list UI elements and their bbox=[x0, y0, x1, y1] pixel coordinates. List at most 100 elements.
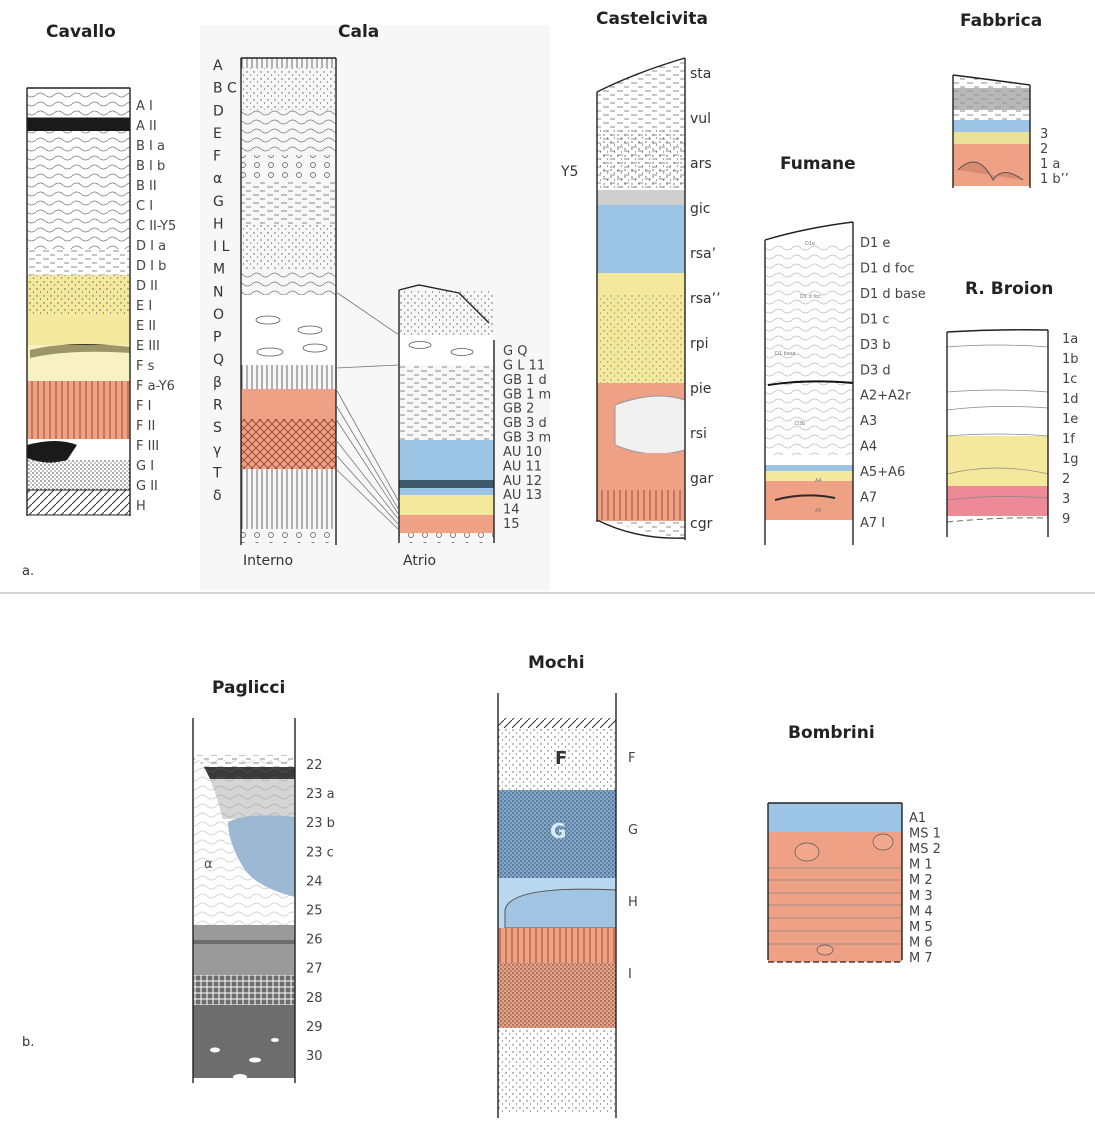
broion-section: R. Broion 1a 1b 1c 1d 1e 1f 1g 2 3 9 bbox=[946, 279, 1079, 537]
fumane-layer-label: A7 bbox=[860, 491, 877, 506]
fumane-title: Fumane bbox=[780, 154, 856, 174]
cala-atrio-layer-label: GB 2 bbox=[503, 402, 534, 417]
cala-atrio-layer-label: GB 3 m bbox=[503, 431, 551, 446]
fumane-layer-label: D1 d foc bbox=[860, 262, 914, 277]
cavallo-layer-label: E I bbox=[136, 299, 152, 314]
broion-layer-label: 1e bbox=[1062, 412, 1078, 427]
cavallo-layer-label: F s bbox=[136, 359, 155, 374]
cavallo-layer-label: B I b bbox=[136, 159, 165, 174]
broion-layer-label: 1g bbox=[1062, 452, 1079, 467]
fumane-layer-label: D1 d base bbox=[860, 287, 926, 302]
broion-layer-label: 2 bbox=[1062, 472, 1070, 487]
mochi-title: Mochi bbox=[528, 653, 585, 673]
castelcivita-layer-label: rsi bbox=[690, 426, 707, 442]
fumane-layer-label: A3 bbox=[860, 414, 877, 429]
fabbrica-title: Fabbrica bbox=[960, 11, 1042, 31]
cala-interno-caption: Interno bbox=[243, 553, 293, 569]
cala-interno-layer-label: M bbox=[213, 262, 225, 278]
castelcivita-layer-label: cgr bbox=[690, 516, 713, 532]
panel-b-label: b. bbox=[22, 1035, 34, 1050]
fumane-layer-label: A4 bbox=[860, 440, 877, 455]
paglicci-layer-label: 28 bbox=[306, 991, 323, 1006]
paglicci-section: Paglicci α 22 23 a 23 b 23 c 24 25 26 27 28 29 30 bbox=[192, 678, 335, 1083]
cala-interno-layer-label: F bbox=[213, 149, 221, 165]
cavallo-layer-label: G II bbox=[136, 479, 158, 494]
correlation-lines bbox=[335, 291, 400, 531]
broion-layer-label: 1f bbox=[1062, 432, 1075, 447]
bombrini-layer-label: M 1 bbox=[909, 858, 933, 873]
cavallo-title: Cavallo bbox=[46, 22, 116, 42]
cala-interno-layer-label: N bbox=[213, 284, 223, 300]
broion-layer-label: 1a bbox=[1062, 332, 1078, 347]
mochi-layer-label: H bbox=[628, 895, 638, 910]
cala-interno-layer-label: S bbox=[213, 420, 222, 436]
broion-title: R. Broion bbox=[965, 279, 1053, 299]
cala-interno-layer-label: B C bbox=[213, 81, 237, 97]
bombrini-layer-label: M 3 bbox=[909, 889, 933, 904]
cavallo-layer-label: A I bbox=[136, 99, 153, 114]
mochi-layer-label: F bbox=[628, 751, 635, 766]
cavallo-layer-label: C II-Y5 bbox=[136, 219, 176, 234]
castelcivita-layer-label: rpi bbox=[690, 336, 709, 352]
castelcivita-layer-label: sta bbox=[690, 66, 711, 82]
panel-a-label: a. bbox=[22, 564, 34, 579]
castelcivita-layer-label: pie bbox=[690, 381, 711, 397]
cala-atrio-layer-label: AU 10 bbox=[503, 445, 542, 460]
cala-interno-layer-label: δ bbox=[213, 488, 222, 504]
cala-interno-layer-label: O bbox=[213, 307, 224, 323]
broion-layer-label: 1b bbox=[1062, 352, 1079, 367]
castelcivita-layer-label: rsa’’ bbox=[690, 291, 721, 307]
fumane-layer-label: D1 c bbox=[860, 312, 890, 327]
svg-text:D3b: D3b bbox=[795, 421, 805, 427]
paglicci-layer-label: 23 b bbox=[306, 816, 335, 831]
cavallo-layer-label: D I a bbox=[136, 239, 166, 254]
cala-atrio-layer-label: AU 13 bbox=[503, 488, 542, 503]
fabbrica-layer-label: 3 bbox=[1040, 127, 1048, 142]
svg-text:A4: A4 bbox=[815, 478, 822, 484]
bombrini-title: Bombrini bbox=[788, 723, 875, 743]
fumane-layer-label: D3 b bbox=[860, 338, 891, 353]
svg-text:D1 d foc: D1 d foc bbox=[800, 294, 821, 300]
paglicci-layer-label: 22 bbox=[306, 758, 323, 773]
paglicci-layer-label: 30 bbox=[306, 1049, 323, 1064]
cala-interno-layer-label: γ bbox=[213, 443, 221, 459]
cala-interno-layer-label: A bbox=[213, 58, 223, 74]
cala-section: Cala Interno Atrio bbox=[200, 22, 551, 590]
paglicci-mark: α bbox=[204, 857, 213, 872]
paglicci-layer-label: 25 bbox=[306, 904, 323, 919]
paglicci-layer-label: 27 bbox=[306, 962, 323, 977]
fabbrica-layer-label: 1 a bbox=[1040, 157, 1060, 172]
svg-text:D1e: D1e bbox=[805, 241, 815, 247]
cavallo-layer-label: D I b bbox=[136, 259, 166, 274]
cala-interno-layer-label: E bbox=[213, 126, 222, 142]
cala-interno-layer-label: T bbox=[212, 465, 222, 481]
castelcivita-y5: Y5 bbox=[560, 164, 578, 180]
cavallo-layer-label: F I bbox=[136, 399, 151, 414]
mochi-inner-g: G bbox=[550, 819, 566, 843]
castelcivita-layer-label: ars bbox=[690, 156, 712, 172]
fumane-layer-label: A5+A6 bbox=[860, 465, 905, 480]
cala-interno-layer-label: P bbox=[213, 330, 221, 346]
cala-atrio-caption: Atrio bbox=[403, 553, 436, 569]
cala-atrio-layer-label: 15 bbox=[503, 517, 520, 532]
fumane-layer-label: A7 I bbox=[860, 516, 885, 531]
cavallo-layer-label: B I a bbox=[136, 139, 165, 154]
cavallo-layer-label: A II bbox=[136, 119, 157, 134]
paglicci-layer-label: 26 bbox=[306, 933, 323, 948]
cala-atrio-layer-label: GB 1 m bbox=[503, 387, 551, 402]
cavallo-layer-label: F III bbox=[136, 439, 159, 454]
svg-text:A5: A5 bbox=[815, 508, 822, 514]
castelcivita-layer-label: gar bbox=[690, 471, 713, 487]
cala-interno-layer-label: D bbox=[213, 103, 224, 119]
cala-atrio-layer-label: GB 1 d bbox=[503, 373, 547, 388]
fabbrica-layer-label: 2 bbox=[1040, 142, 1048, 157]
mochi-layer-label: G bbox=[628, 823, 638, 838]
fumane-layer-label: D1 e bbox=[860, 236, 890, 251]
paglicci-layer-label: 23 a bbox=[306, 787, 335, 802]
cala-interno-layer-label: R bbox=[213, 398, 223, 414]
bombrini-layer-label: M 7 bbox=[909, 951, 933, 966]
castelcivita-layer-label: vul bbox=[690, 111, 711, 127]
cala-interno-layer-label: β bbox=[213, 375, 222, 391]
